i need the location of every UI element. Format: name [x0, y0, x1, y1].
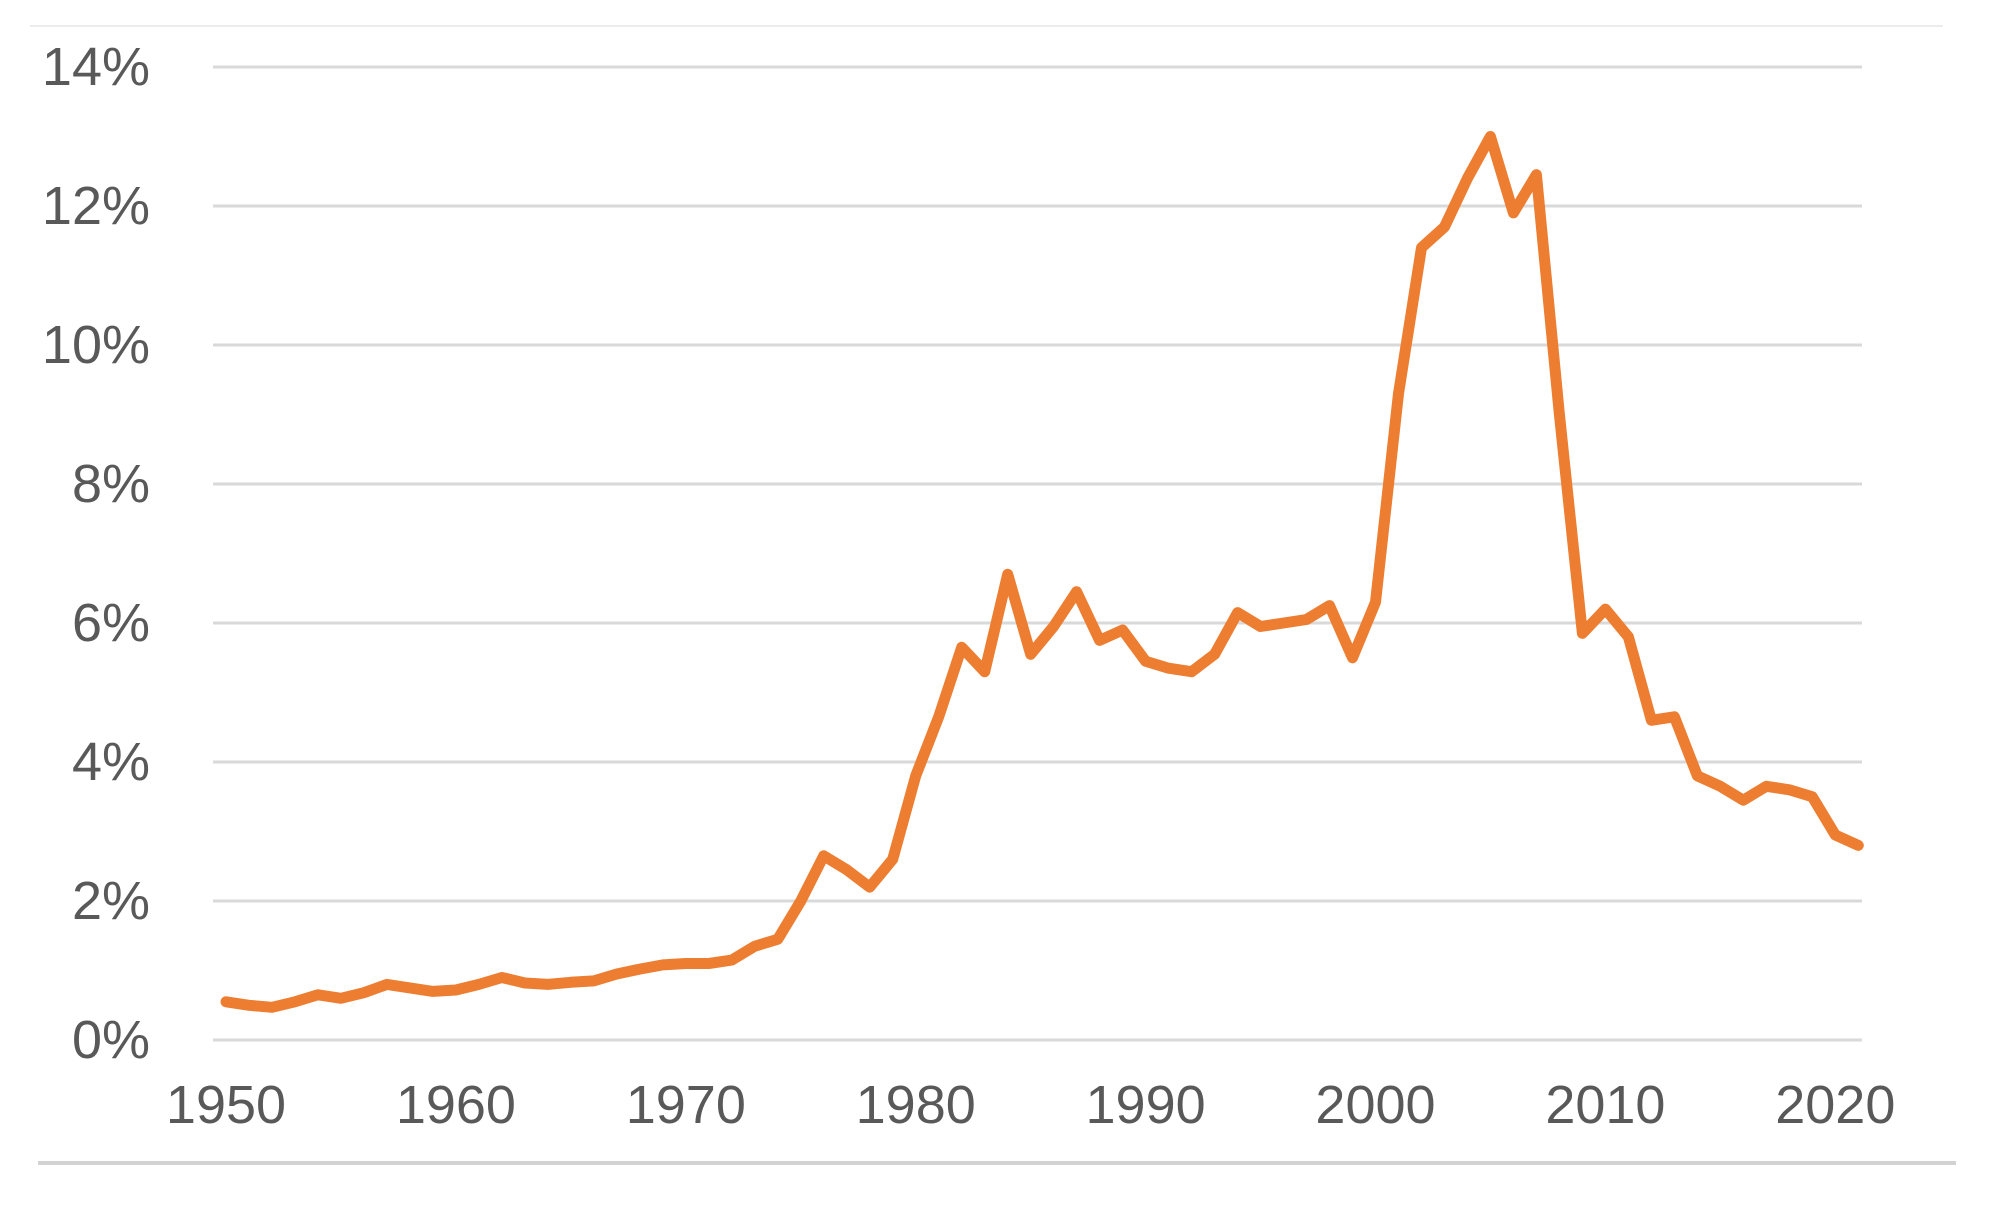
- y-tick-label-6%: 6%: [72, 593, 150, 653]
- y-tick-label-0%: 0%: [72, 1010, 150, 1070]
- x-tick-label-1970: 1970: [626, 1075, 746, 1135]
- y-tick-label-10%: 10%: [42, 315, 150, 375]
- y-tick-label-14%: 14%: [42, 37, 150, 97]
- x-tick-label-2010: 2010: [1545, 1075, 1665, 1135]
- y-tick-label-2%: 2%: [72, 871, 150, 931]
- y-tick-label-8%: 8%: [72, 454, 150, 514]
- y-tick-label-4%: 4%: [72, 732, 150, 792]
- x-tick-label-1960: 1960: [396, 1075, 516, 1135]
- y-tick-label-12%: 12%: [42, 176, 150, 236]
- x-tick-label-1950: 1950: [166, 1075, 286, 1135]
- x-tick-label-1990: 1990: [1086, 1075, 1206, 1135]
- data-series-line: [220, 131, 1864, 1013]
- x-tick-label-2020: 2020: [1775, 1075, 1895, 1135]
- x-tick-label-1980: 1980: [856, 1075, 976, 1135]
- x-tick-label-2000: 2000: [1315, 1075, 1435, 1135]
